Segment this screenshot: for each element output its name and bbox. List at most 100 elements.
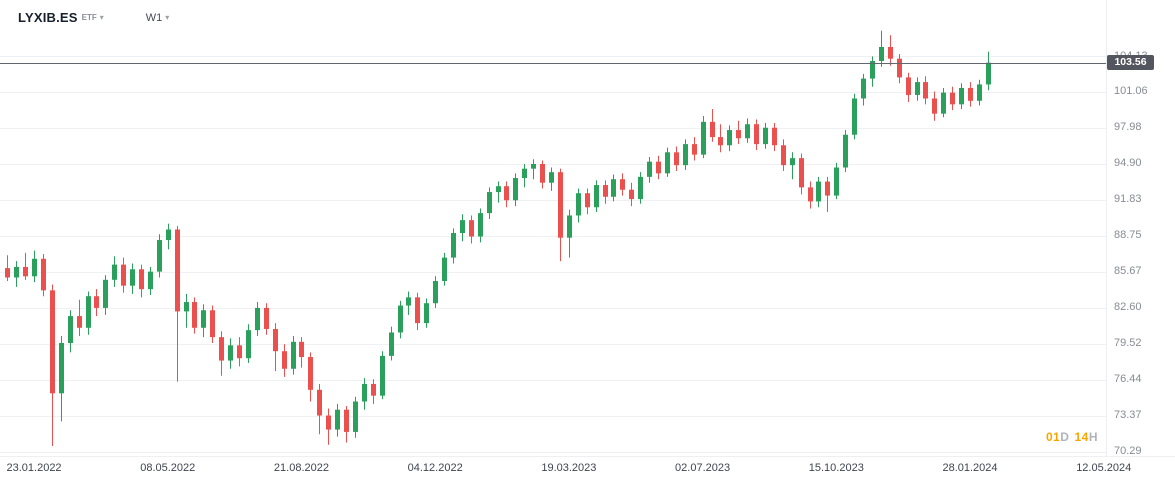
candle-body xyxy=(977,84,982,101)
candle xyxy=(808,181,813,209)
candle-body xyxy=(674,152,679,166)
countdown-days-value: 01 xyxy=(1045,430,1061,444)
time-axis-label: 02.07.2023 xyxy=(675,462,731,474)
candle xyxy=(424,298,429,328)
candle-body xyxy=(522,168,527,179)
candle-body xyxy=(424,303,429,324)
candle xyxy=(5,255,10,281)
candle-body xyxy=(513,178,518,201)
candle xyxy=(94,289,99,317)
candle xyxy=(201,304,206,338)
candle-body xyxy=(665,152,670,174)
candle-body xyxy=(834,167,839,196)
countdown-days-unit: D xyxy=(1060,430,1070,444)
time-axis-label: 28.01.2024 xyxy=(942,462,998,474)
price-axis-label: 82.60 xyxy=(1114,301,1142,314)
candle-body xyxy=(130,269,135,286)
candle xyxy=(603,180,608,204)
candle xyxy=(585,188,590,215)
candle-body xyxy=(959,87,964,105)
candle-body xyxy=(932,98,937,114)
candle-body xyxy=(255,307,260,331)
candle xyxy=(736,120,741,145)
price-axis[interactable]: 104.13101.0697.9894.9091.8388.7585.6782.… xyxy=(1106,0,1175,458)
candle-body xyxy=(175,229,180,312)
candle-body xyxy=(825,181,830,196)
price-axis-label: 85.67 xyxy=(1114,265,1142,278)
candle-body xyxy=(32,258,37,277)
price-axis-label: 70.29 xyxy=(1114,445,1142,458)
candle-body xyxy=(469,220,474,237)
candle xyxy=(487,187,492,219)
candle xyxy=(371,379,376,404)
candle-body xyxy=(228,345,233,361)
candle-body xyxy=(112,264,117,280)
candle-body xyxy=(308,357,313,390)
candle-body xyxy=(433,280,438,304)
candle xyxy=(157,234,162,278)
candle-countdown: 01D 14H xyxy=(1046,430,1103,444)
candle-body xyxy=(487,192,492,214)
candle-body xyxy=(763,127,768,145)
candle-body xyxy=(139,269,144,290)
symbol-name[interactable]: LYXIB.ES xyxy=(18,10,78,25)
candlestick-chart[interactable] xyxy=(0,0,1106,456)
candle xyxy=(246,324,251,363)
symbol-dropdown-caret-icon[interactable]: ▾ xyxy=(99,13,104,22)
candle xyxy=(478,208,483,243)
candle xyxy=(398,300,403,339)
candle xyxy=(683,139,688,170)
price-axis-label: 79.52 xyxy=(1114,337,1142,350)
candle-body xyxy=(576,193,581,216)
candle-body xyxy=(14,266,19,278)
timeframe-dropdown-caret-icon[interactable]: ▾ xyxy=(165,13,170,22)
candle-body xyxy=(968,87,973,101)
candle-body xyxy=(611,179,616,197)
candle xyxy=(710,109,715,142)
candle-body xyxy=(380,355,385,396)
candle-body xyxy=(718,137,723,146)
candle xyxy=(68,310,73,353)
price-axis-label: 73.37 xyxy=(1114,409,1142,422)
candle xyxy=(674,146,679,172)
candle-body xyxy=(299,341,304,358)
candle xyxy=(549,167,554,191)
candle-body xyxy=(335,409,340,430)
candle xyxy=(558,168,563,262)
candle-body xyxy=(772,127,777,146)
candle xyxy=(959,83,964,110)
candle xyxy=(923,76,928,105)
candle xyxy=(14,261,19,287)
candle xyxy=(406,291,411,315)
candle-body xyxy=(264,307,269,329)
current-price-badge: 103.56 xyxy=(1107,55,1154,71)
candle xyxy=(344,406,349,443)
candle-body xyxy=(157,240,162,272)
candle xyxy=(781,139,786,172)
candle-body xyxy=(549,172,554,183)
timeframe-selector[interactable]: W1 xyxy=(145,11,163,24)
price-axis-label: 94.90 xyxy=(1114,157,1142,170)
candle xyxy=(727,125,732,152)
candle xyxy=(282,344,287,377)
time-axis-label: 04.12.2022 xyxy=(407,462,463,474)
candle-body xyxy=(585,193,590,208)
candle-body xyxy=(736,130,741,139)
time-axis[interactable]: 23.01.2022 08.05.2022 21.08.2022 04.12.2022… xyxy=(0,456,1175,482)
candle xyxy=(932,91,937,121)
candle xyxy=(219,331,224,376)
candle-body xyxy=(852,98,857,135)
candle-body xyxy=(68,316,73,344)
candle xyxy=(522,163,527,188)
candle xyxy=(59,335,64,422)
price-axis-label: 88.75 xyxy=(1114,229,1142,242)
candle xyxy=(879,30,884,67)
candle xyxy=(718,124,723,153)
instrument-type-label: ETF xyxy=(81,13,97,22)
candle-body xyxy=(344,409,349,432)
candle-body xyxy=(504,186,509,201)
candle xyxy=(799,153,804,195)
candle xyxy=(41,254,46,297)
candle xyxy=(986,51,991,91)
candle-body xyxy=(701,121,706,155)
